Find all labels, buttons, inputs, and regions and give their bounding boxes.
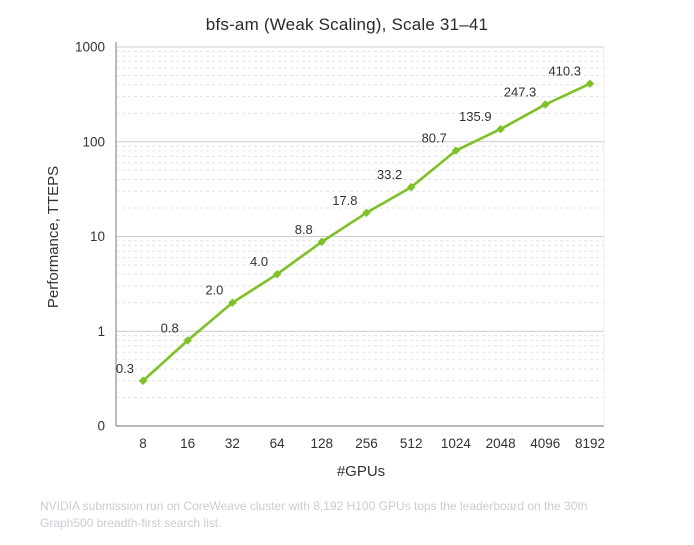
chart-title: bfs-am (Weak Scaling), Scale 31–41: [205, 15, 489, 34]
series-line: [141, 82, 592, 383]
data-point-marker: [496, 124, 505, 134]
x-tick-label: 256: [355, 436, 378, 451]
x-tick-label: 2048: [486, 436, 516, 451]
data-point-marker: [272, 270, 282, 279]
data-point-label: 2.0: [205, 283, 223, 298]
x-tick-label: 8: [139, 436, 147, 451]
data-point-marker: [541, 100, 550, 109]
data-point-marker: [228, 298, 237, 307]
y-axis-title: Performance, TTEPS: [45, 166, 62, 308]
data-point-label: 8.8: [295, 222, 313, 237]
x-tick-label: 64: [270, 436, 286, 451]
x-tick-label: 4096: [530, 436, 560, 451]
data-point-marker: [585, 79, 595, 88]
data-point-label: 17.8: [332, 193, 357, 208]
x-tick-label: 32: [225, 436, 240, 451]
caption-line: Graph500 breadth-first search list.: [40, 516, 222, 530]
data-point-marker: [138, 376, 148, 385]
caption: NVIDIA submission run on CoreWeave clust…: [40, 498, 660, 532]
data-point-marker: [317, 237, 326, 246]
x-tick-label: 512: [400, 436, 423, 451]
data-point-marker: [362, 208, 371, 217]
data-point-label: 4.0: [250, 254, 268, 269]
data-point-label: 0.3: [116, 361, 134, 376]
y-tick-label: 100: [82, 134, 105, 149]
data-point-label: 135.9: [459, 109, 492, 124]
caption-line: NVIDIA submission run on CoreWeave clust…: [40, 499, 588, 513]
data-point-marker: [183, 336, 192, 345]
data-point-label: 247.3: [504, 84, 537, 99]
data-point-marker: [451, 146, 461, 155]
data-point-marker: [407, 182, 416, 192]
y-tick-label: 1: [97, 324, 105, 339]
x-tick-label: 1024: [441, 436, 472, 451]
data-point-label: 80.7: [422, 131, 447, 146]
y-tick-label: 1000: [75, 40, 105, 55]
x-tick-label: 8192: [575, 436, 605, 451]
data-point-label: 33.2: [377, 167, 402, 182]
x-tick-label: 16: [180, 436, 195, 451]
y-tick-label: 10: [90, 229, 105, 244]
x-tick-label: 128: [311, 436, 334, 451]
y-tick-label: 0: [97, 419, 105, 434]
data-point-label: 410.3: [548, 64, 581, 79]
data-point-label: 0.8: [161, 320, 179, 335]
x-axis-title: #GPUs: [337, 463, 385, 480]
